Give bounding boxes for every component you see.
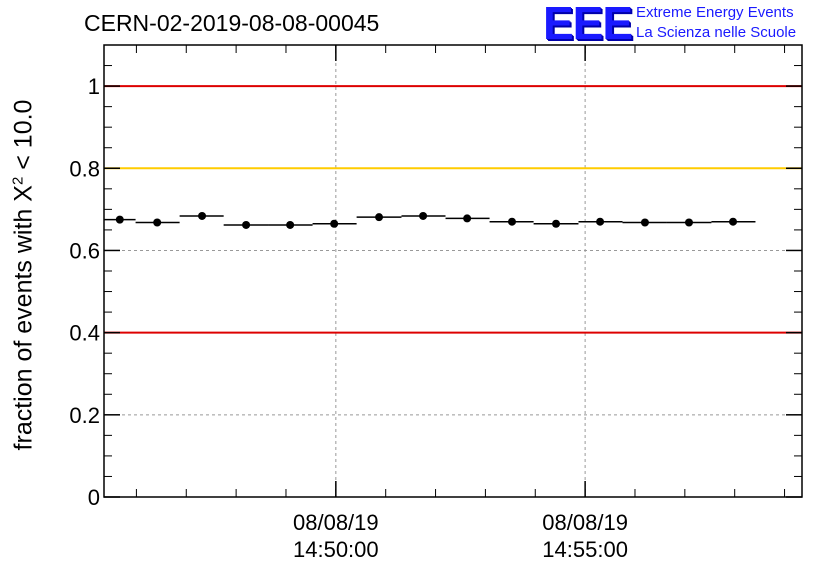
y-tick-label: 0.8 <box>69 156 100 181</box>
data-point <box>552 219 561 228</box>
logo-line-1: Extreme Energy Events <box>636 4 794 21</box>
plot-frame <box>103 44 803 498</box>
y-tick-label: 0 <box>88 485 100 510</box>
x-tick-label-date: 08/08/19 <box>293 510 379 535</box>
data-point <box>198 211 207 220</box>
logo-line-2: La Scienza nelle Scuole <box>636 24 797 41</box>
data-point <box>242 220 251 229</box>
x-tick-label-date: 08/08/19 <box>542 510 628 535</box>
chart-title: CERN-02-2019-08-08-00045 <box>84 10 380 36</box>
data-point <box>153 218 162 227</box>
data-point <box>419 211 428 220</box>
eee-logo-icon: EEE <box>543 0 633 49</box>
data-point <box>330 219 339 228</box>
data-point <box>729 217 738 226</box>
data-point <box>596 217 605 226</box>
x-tick-label-time: 14:55:00 <box>542 537 628 562</box>
logo-caption: Extreme Energy Events La Scienza nelle S… <box>636 3 796 43</box>
data-point <box>463 214 472 223</box>
y-tick-label: 1 <box>88 74 100 99</box>
x-tick-label-time: 14:50:00 <box>293 537 379 562</box>
y-tick-label: 0.4 <box>69 321 100 346</box>
data-point <box>507 217 516 226</box>
data-point <box>684 218 693 227</box>
data-point <box>115 215 124 224</box>
data-point <box>375 213 384 222</box>
data-point <box>640 218 649 227</box>
data-point <box>286 220 295 229</box>
y-tick-label: 0.2 <box>69 403 100 428</box>
y-tick-label: 0.6 <box>69 238 100 263</box>
